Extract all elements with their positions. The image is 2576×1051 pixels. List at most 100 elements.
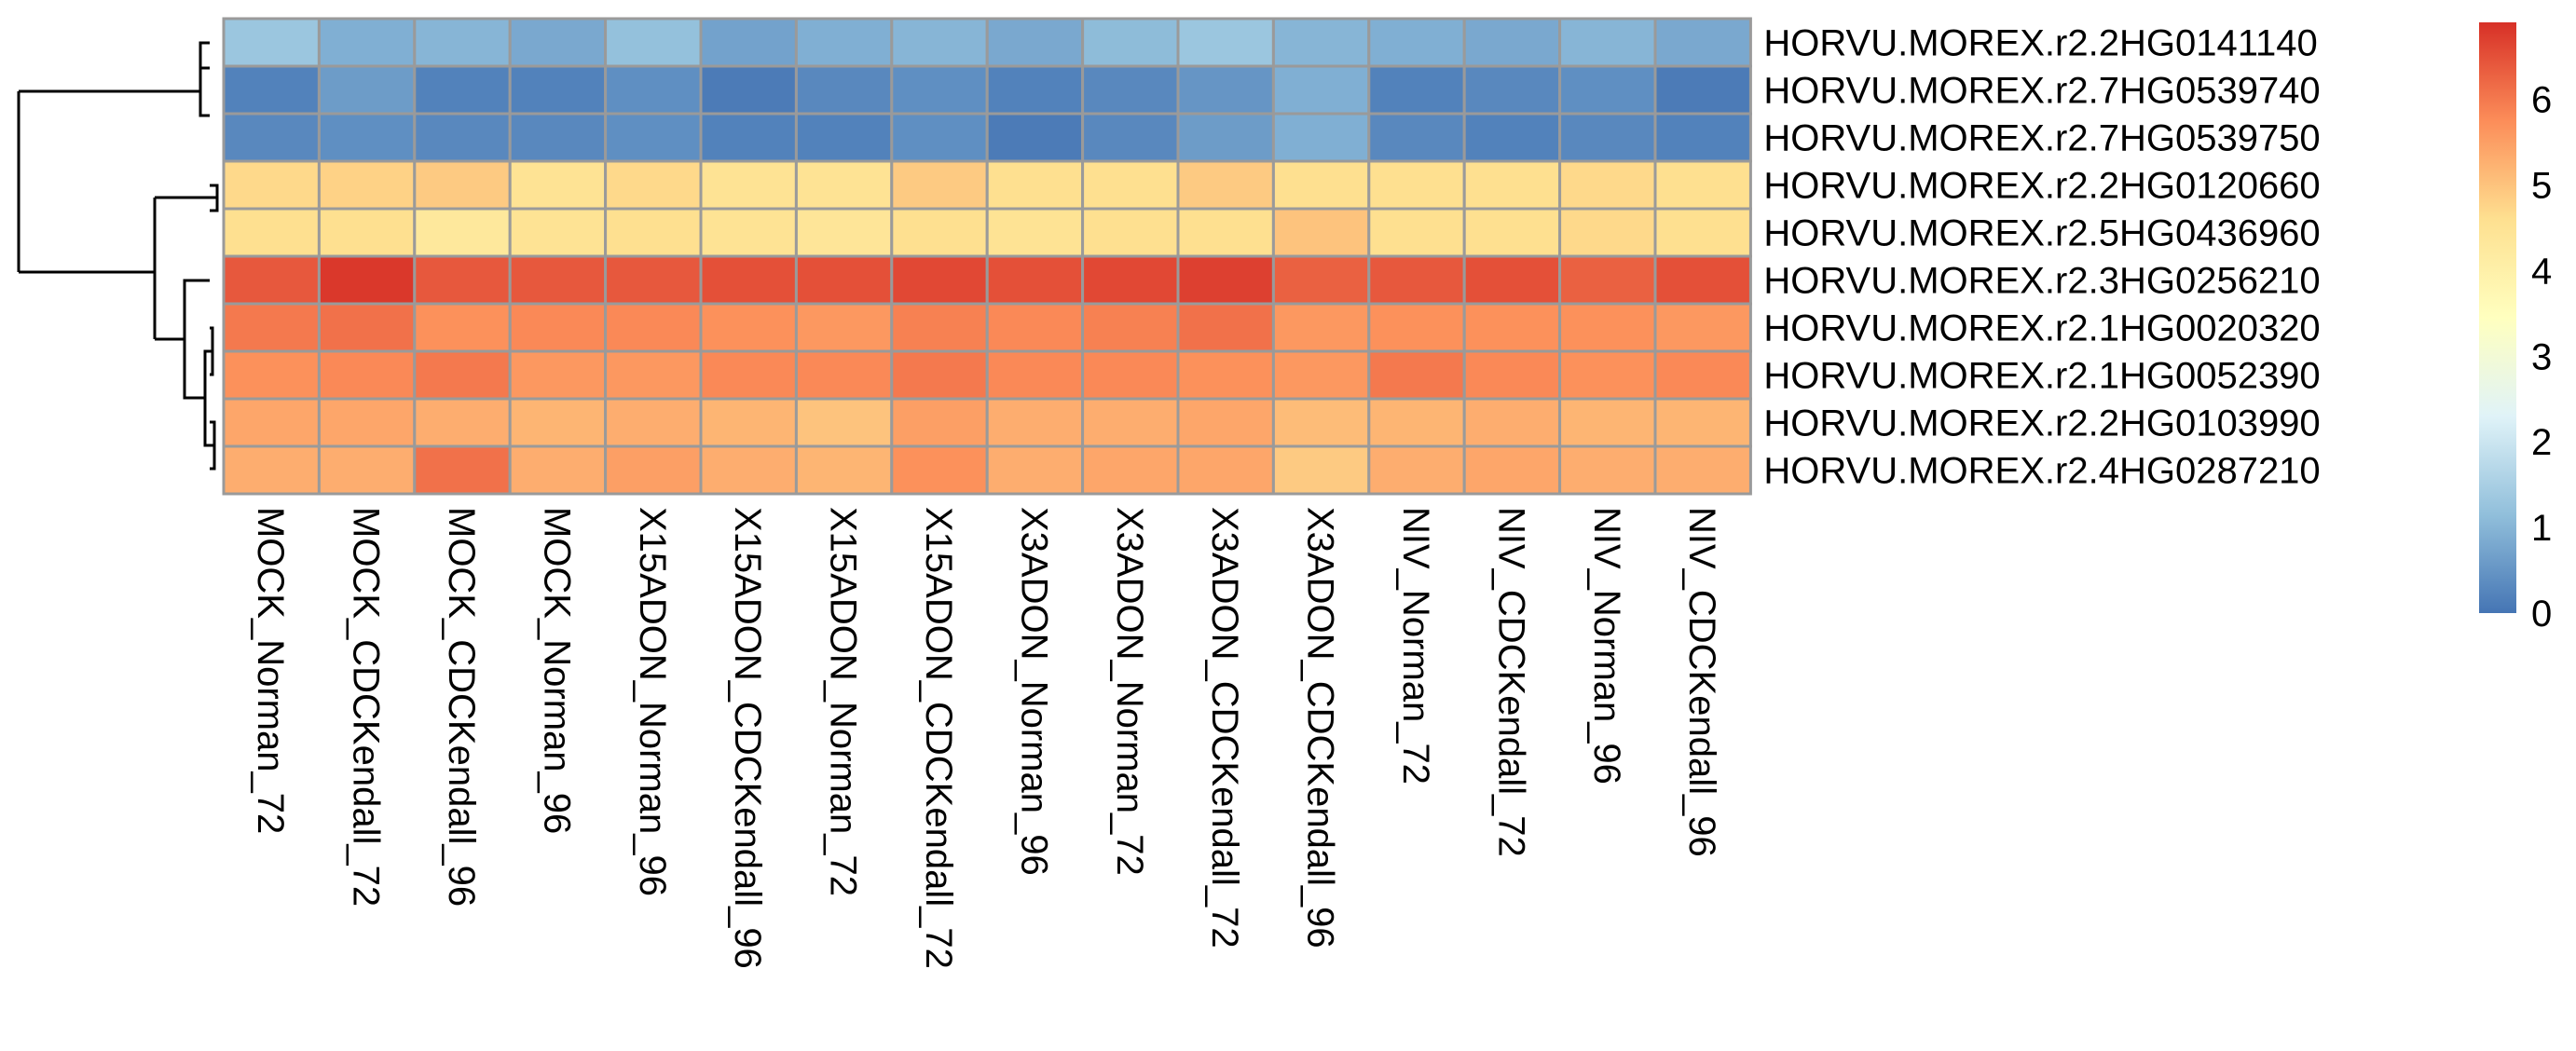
heatmap-cell [1462, 444, 1562, 496]
heatmap-cell [985, 444, 1085, 496]
heatmap-cell [1653, 112, 1752, 163]
heatmap-cell [317, 444, 417, 496]
color-legend: 0 1 2 3 4 5 6 [2479, 22, 2552, 635]
heatmap-cell [1367, 397, 1466, 448]
heatmap-cell [794, 397, 894, 448]
heatmap-cell [794, 64, 894, 116]
heatmap-cell [794, 17, 894, 68]
heatmap-cell [508, 302, 608, 353]
column-label: X3ADON_CDCKendall_96 [1300, 507, 1341, 949]
column-label: MOCK_Norman_96 [536, 507, 577, 834]
heatmap-cell [890, 159, 989, 211]
heatmap-cell [1653, 302, 1752, 353]
heatmap-cell [794, 444, 894, 496]
heatmap-cell [508, 159, 608, 211]
heatmap-cell [890, 207, 989, 258]
heatmap-cell [1367, 112, 1466, 163]
heatmap-cell [1081, 17, 1180, 68]
heatmap-cell [222, 17, 321, 68]
heatmap-cell [1558, 397, 1657, 448]
heatmap-cell [317, 254, 417, 306]
heatmap-cell [1271, 302, 1371, 353]
legend-tick-label: 5 [2531, 166, 2552, 207]
heatmap-cell [699, 444, 798, 496]
heatmap-cell [1081, 159, 1180, 211]
heatmap-cell [794, 254, 894, 306]
row-label: HORVU.MOREX.r2.2HG0103990 [1763, 403, 2320, 444]
column-label: X15ADON_CDCKendall_72 [918, 507, 959, 969]
heatmap-cell [1081, 254, 1180, 306]
legend-tick-label: 4 [2531, 251, 2552, 292]
heatmap-cell [1367, 349, 1466, 401]
heatmap-cell [1653, 444, 1752, 496]
heatmap-cell [890, 302, 989, 353]
heatmap-cell [794, 207, 894, 258]
heatmap-cell [1653, 17, 1752, 68]
column-label: NIV_CDCKendall_72 [1490, 507, 1531, 857]
heatmap-cell [985, 207, 1085, 258]
heatmap-cell [794, 159, 894, 211]
heatmap-cell [890, 349, 989, 401]
heatmap-cell [413, 302, 512, 353]
legend-colorbar [2479, 22, 2516, 613]
heatmap-cell [1462, 349, 1562, 401]
heatmap-cell [1558, 349, 1657, 401]
heatmap-cell [413, 112, 512, 163]
heatmap-cell [699, 254, 798, 306]
heatmap-cell [604, 302, 703, 353]
heatmap-cell [1462, 302, 1562, 353]
heatmap-cell [317, 17, 417, 68]
row-label: HORVU.MOREX.r2.5HG0436960 [1763, 213, 2320, 254]
heatmap-cell [1176, 112, 1275, 163]
column-label: X3ADON_Norman_96 [1013, 507, 1054, 876]
heatmap-cell [1176, 397, 1275, 448]
heatmap-cell [1271, 159, 1371, 211]
heatmap-cell [1653, 349, 1752, 401]
heatmap-cell [222, 207, 321, 258]
heatmap-cell [1367, 302, 1466, 353]
heatmap-cell [317, 112, 417, 163]
heatmap-cell [317, 159, 417, 211]
heatmap-cell [699, 159, 798, 211]
heatmap-cell [604, 64, 703, 116]
column-label: X15ADON_Norman_72 [823, 507, 864, 896]
heatmap-cell [413, 64, 512, 116]
heatmap-cell [508, 64, 608, 116]
heatmap-cell [222, 302, 321, 353]
legend-tick-label: 0 [2531, 594, 2552, 635]
heatmap-cell [1176, 159, 1275, 211]
column-label: MOCK_Norman_72 [250, 507, 291, 834]
heatmap-cell [985, 159, 1085, 211]
heatmap-cell [1081, 349, 1180, 401]
heatmap-cell [222, 159, 321, 211]
row-dendrogram [17, 41, 219, 471]
heatmap-cell [604, 254, 703, 306]
row-label: HORVU.MOREX.r2.1HG0052390 [1763, 356, 2320, 397]
heatmap-cell [1367, 17, 1466, 68]
heatmap-cell [985, 17, 1085, 68]
heatmap-cell [604, 112, 703, 163]
row-label: HORVU.MOREX.r2.7HG0539740 [1763, 71, 2320, 112]
heatmap-cell [413, 207, 512, 258]
heatmap-cell [1558, 254, 1657, 306]
heatmap-cell [1653, 207, 1752, 258]
column-label: NIV_CDCKendall_96 [1681, 507, 1722, 857]
heatmap-cell [1558, 112, 1657, 163]
column-label: MOCK_CDCKendall_96 [441, 507, 482, 907]
heatmap-cell [699, 64, 798, 116]
heatmap-cell [317, 207, 417, 258]
heatmap-cell [1081, 112, 1180, 163]
heatmap-cell [222, 444, 321, 496]
heatmap-cell [794, 302, 894, 353]
column-label: NIV_Norman_96 [1586, 507, 1627, 785]
legend-tick-label: 2 [2531, 422, 2552, 463]
heatmap-cell [794, 112, 894, 163]
heatmap-cell [985, 112, 1085, 163]
heatmap-cell [1367, 254, 1466, 306]
heatmap-cell [222, 397, 321, 448]
legend-ticks: 0 1 2 3 4 5 6 [2531, 80, 2552, 635]
heatmap-cell [1081, 302, 1180, 353]
heatmap-cell [1271, 397, 1371, 448]
column-label: MOCK_CDCKendall_72 [346, 507, 387, 907]
heatmap-cell [222, 349, 321, 401]
